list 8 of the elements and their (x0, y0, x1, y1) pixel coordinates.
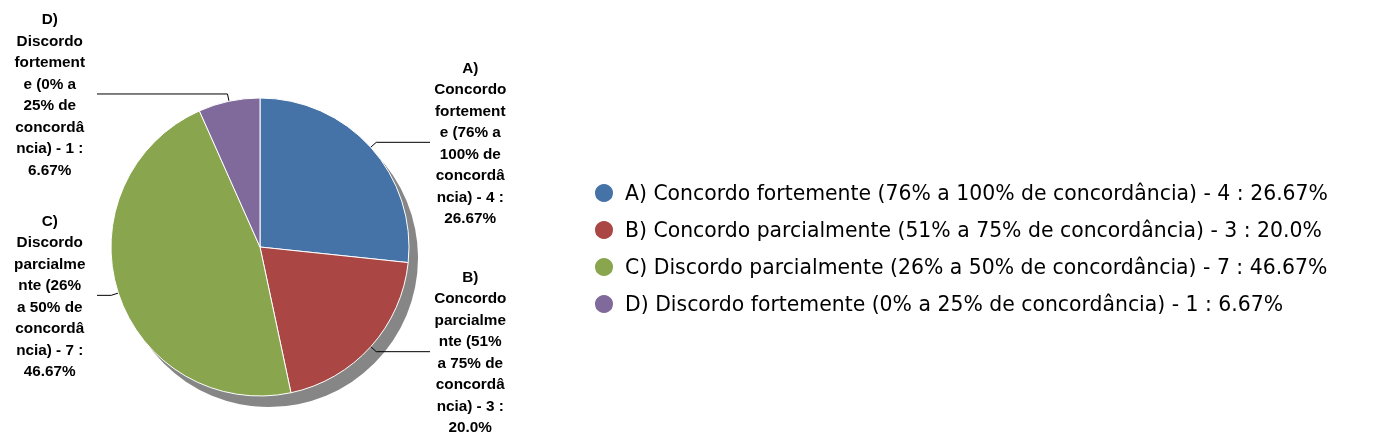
legend-label: B) Concordo parcialmente (51% a 75% de concordância) - 3 : 20.0% (625, 218, 1322, 242)
slice-label: B) Concordo parcialmente (51% a 75% de concordância) - 3 : 20.0% (434, 267, 507, 436)
slice-label: C) Discordo parcialmente (26% a 50% de concordância) - 7 : 46.67% (14, 211, 86, 380)
legend-label: A) Concordo fortemente (76% a 100% de concordância) - 4 : 26.67% (625, 181, 1328, 205)
legend-label: C) Discordo parcialmente (26% a 50% de concordância) - 7 : 46.67% (625, 255, 1328, 279)
slice-label: A) Concordo fortemente (76% a 100% de concordância) - 4 : 26.67% (434, 58, 507, 227)
slice-label: D) Discordo fortemente (0% a 25% de concordância) - 1 : 6.67% (14, 10, 86, 178)
legend-label: D) Discordo fortemente (0% a 25% de concordância) - 1 : 6.67% (625, 292, 1284, 316)
